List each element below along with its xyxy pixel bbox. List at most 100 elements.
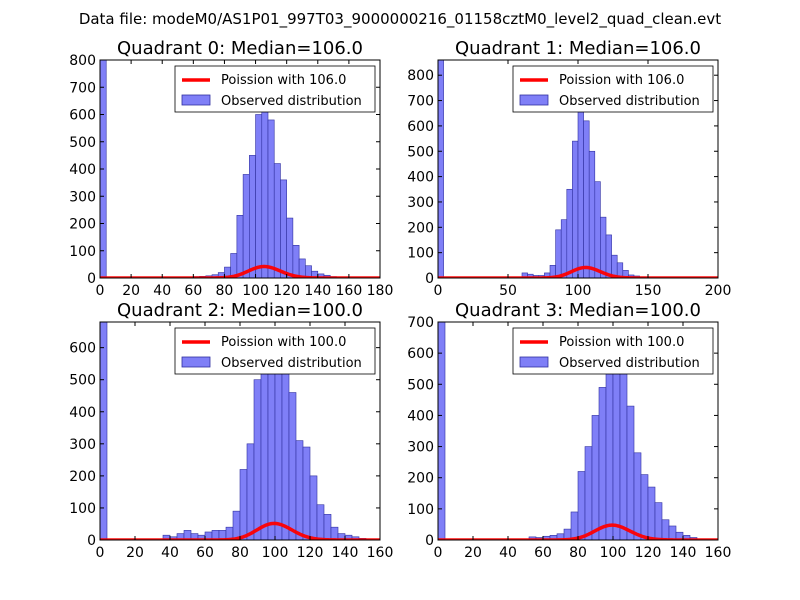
y-tick-label: 600 — [407, 346, 434, 362]
x-tick-label: 80 — [569, 545, 587, 561]
x-tick-label: 20 — [126, 545, 144, 561]
histogram-bar — [584, 446, 593, 540]
x-tick-label: 0 — [96, 545, 105, 561]
legend-bar-swatch — [181, 356, 211, 368]
y-tick-label: 100 — [69, 501, 96, 517]
legend-label-poisson: Poission with 106.0 — [221, 73, 346, 88]
histogram-bar — [570, 511, 579, 540]
legend-bar-swatch — [519, 94, 549, 106]
legend-label-poisson: Poission with 100.0 — [221, 335, 346, 350]
histogram-bar — [292, 245, 300, 278]
histogram-bar — [438, 60, 444, 278]
legend: Poission with 100.0 Observed distribution — [512, 327, 714, 375]
x-tick-label: 160 — [336, 283, 363, 299]
histogram-bar — [591, 415, 600, 540]
legend-label-observed: Observed distribution — [221, 356, 362, 371]
y-tick-label: 800 — [407, 68, 434, 84]
legend-label-observed: Observed distribution — [221, 94, 362, 109]
x-tick-label: 150 — [635, 283, 662, 299]
y-tick-label: 500 — [69, 135, 96, 151]
histogram-bar — [626, 405, 635, 540]
histogram-bar — [583, 120, 590, 278]
x-tick-label: 140 — [304, 283, 331, 299]
y-tick-label: 700 — [69, 80, 96, 96]
histogram-bar — [236, 215, 244, 278]
y-tick-label: 100 — [407, 246, 434, 262]
y-tick-label: 100 — [69, 244, 96, 260]
x-tick-label: 120 — [297, 545, 324, 561]
x-tick-label: 0 — [434, 283, 443, 299]
x-tick-label: 20 — [464, 545, 482, 561]
y-tick-label: 600 — [407, 119, 434, 135]
histogram-bar — [267, 356, 276, 540]
y-tick-label: 500 — [407, 144, 434, 160]
histogram-bar — [239, 469, 248, 540]
x-tick-label: 100 — [600, 545, 627, 561]
histogram-bar — [605, 346, 614, 540]
histogram-bar — [242, 174, 250, 278]
subplot-title: Quadrant 2: Median=100.0 — [117, 300, 363, 321]
subplot-1: 0 50 100 150 200 0 100 200 300 400 500 600 700 800 Qua… — [407, 38, 731, 299]
histogram-bar — [280, 179, 287, 278]
histogram-bar — [572, 140, 579, 278]
subplot-2: 0 20 40 60 80 100 120 140 160 0 100 200 300 400 500 600… — [69, 300, 393, 561]
legend: Poission with 100.0 Observed distribution — [174, 327, 376, 375]
histogram-bar — [261, 103, 269, 278]
x-tick-label: 60 — [196, 545, 214, 561]
subplot-0: 0 20 40 60 80 100 120 140 160 1800100200300400500… — [69, 38, 393, 299]
y-tick-label: 100 — [407, 502, 434, 518]
histogram-bar — [273, 163, 281, 278]
y-tick-label: 200 — [407, 220, 434, 236]
histogram-bar — [577, 471, 586, 540]
histogram-bar — [288, 392, 297, 540]
y-tick-label: 500 — [69, 373, 96, 389]
histogram-bar — [316, 504, 325, 540]
histogram-bar — [640, 474, 649, 540]
y-tick-label: 0 — [425, 533, 434, 549]
histogram-bar — [309, 475, 318, 540]
y-tick-label: 300 — [69, 437, 96, 453]
x-tick-label: 100 — [262, 545, 289, 561]
y-tick-label: 600 — [69, 108, 96, 124]
histogram-bar — [286, 217, 294, 278]
subplots-grid: 0 20 40 60 80 100 120 140 160 1800100200300400500… — [69, 38, 731, 561]
histogram-bar — [619, 368, 628, 540]
y-tick-label: 700 — [407, 94, 434, 110]
histogram-bar — [560, 219, 568, 278]
y-tick-label: 400 — [407, 408, 434, 424]
legend: Poission with 106.0 Observed distribution — [512, 65, 714, 113]
histogram-bar — [267, 119, 275, 278]
histogram-bar — [577, 92, 584, 278]
subplot-title: Quadrant 3: Median=100.0 — [455, 300, 701, 321]
y-tick-label: 400 — [69, 405, 96, 421]
y-tick-label: 500 — [407, 377, 434, 393]
histogram-bar — [330, 526, 339, 540]
y-tick-label: 200 — [69, 217, 96, 233]
x-tick-label: 0 — [96, 283, 105, 299]
x-tick-label: 200 — [705, 283, 732, 299]
x-tick-label: 180 — [367, 283, 394, 299]
x-tick-label: 160 — [705, 545, 732, 561]
histogram-bar — [232, 510, 241, 540]
histogram-bar — [668, 525, 677, 540]
legend-bar-swatch — [519, 356, 549, 368]
histogram-bar — [281, 363, 290, 540]
histogram-bar — [605, 234, 612, 278]
y-tick-label: 300 — [69, 189, 96, 205]
legend-label-poisson: Poission with 106.0 — [559, 73, 684, 88]
y-tick-label: 600 — [69, 341, 96, 357]
histogram-bar — [588, 150, 596, 278]
y-tick-label: 0 — [87, 271, 96, 287]
histogram-bar — [654, 502, 663, 540]
histogram-bar — [598, 387, 607, 540]
x-tick-label: 20 — [122, 283, 140, 299]
legend-label-observed: Observed distribution — [559, 356, 700, 371]
x-tick-label: 80 — [216, 283, 234, 299]
x-tick-label: 140 — [670, 545, 697, 561]
x-tick-label: 60 — [184, 283, 202, 299]
x-tick-label: 40 — [499, 545, 517, 561]
histogram-bar — [438, 322, 446, 540]
histogram-bar — [600, 216, 607, 278]
x-tick-label: 80 — [231, 545, 249, 561]
